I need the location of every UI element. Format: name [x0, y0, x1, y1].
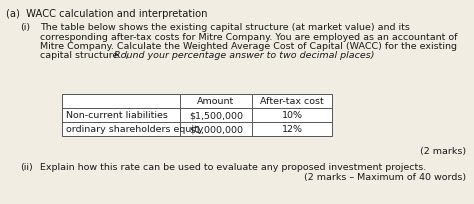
Text: corresponding after-tax costs for Mitre Company. You are employed as an accounta: corresponding after-tax costs for Mitre …: [40, 32, 457, 41]
Text: Round your percentage answer to two decimal places): Round your percentage answer to two deci…: [114, 51, 375, 60]
Text: capital structure. (: capital structure. (: [40, 51, 128, 60]
Text: Explain how this rate can be used to evaluate any proposed investment projects.: Explain how this rate can be used to eva…: [40, 162, 426, 171]
Bar: [62, 94, 332, 136]
Bar: [62, 94, 332, 136]
Text: Non-current liabilities: Non-current liabilities: [66, 111, 168, 120]
Text: Amount: Amount: [197, 97, 235, 106]
Text: ordinary shareholders equity: ordinary shareholders equity: [66, 125, 203, 134]
Text: $1,000,000: $1,000,000: [189, 125, 243, 134]
Text: (a)  WACC calculation and interpretation: (a) WACC calculation and interpretation: [6, 9, 208, 19]
Text: 12%: 12%: [282, 125, 302, 134]
Text: (2 marks – Maximum of 40 words): (2 marks – Maximum of 40 words): [304, 173, 466, 182]
Text: The table below shows the existing capital structure (at market value) and its: The table below shows the existing capit…: [40, 23, 410, 32]
Text: (2 marks): (2 marks): [420, 146, 466, 155]
Text: (i): (i): [20, 23, 30, 32]
Text: $1,500,000: $1,500,000: [189, 111, 243, 120]
Text: (ii): (ii): [20, 162, 33, 171]
Text: After-tax cost: After-tax cost: [260, 97, 324, 106]
Text: 10%: 10%: [282, 111, 302, 120]
Text: Mitre Company. Calculate the Weighted Average Cost of Capital (WACC) for the exi: Mitre Company. Calculate the Weighted Av…: [40, 42, 457, 51]
